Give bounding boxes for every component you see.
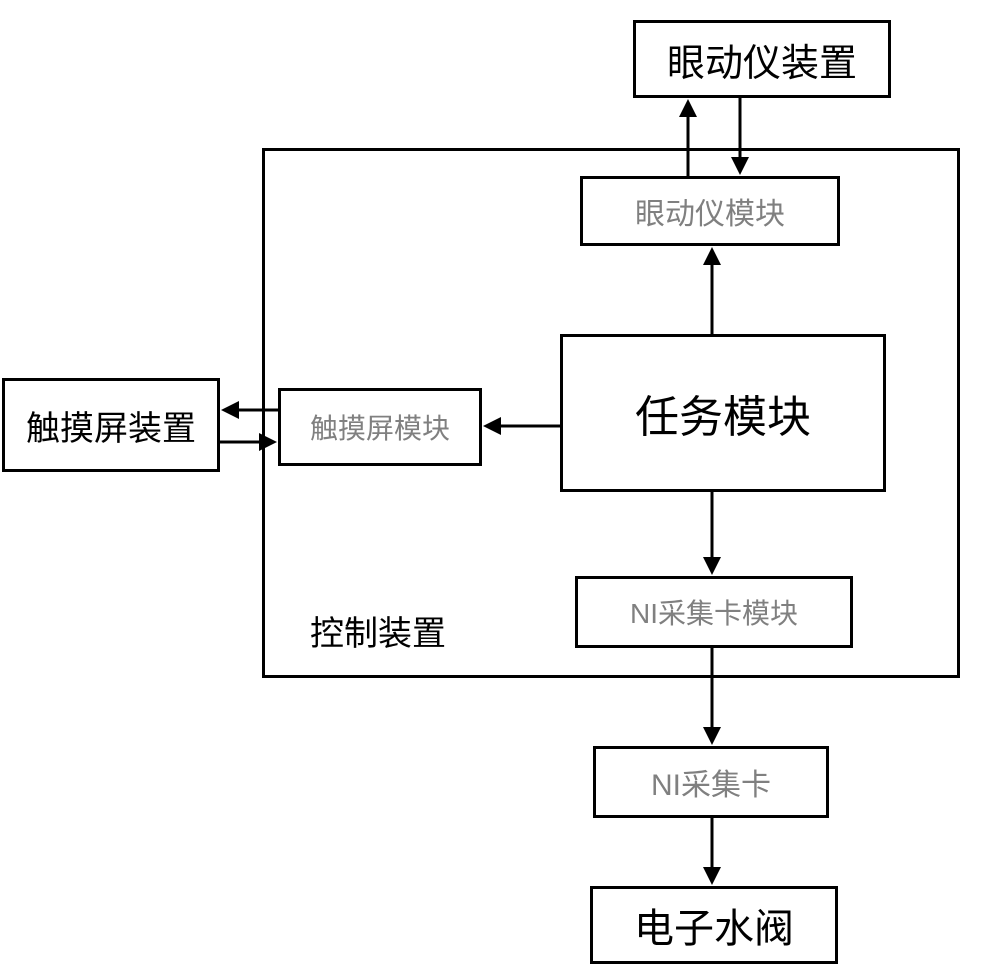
eye-tracker-module-box: 眼动仪模块	[580, 176, 840, 246]
task-module-box: 任务模块	[560, 334, 886, 492]
touch-screen-device-label: 触摸屏装置	[26, 401, 196, 450]
eye-tracker-device-box: 眼动仪装置	[633, 20, 891, 98]
touch-screen-module-label: 触摸屏模块	[310, 407, 450, 447]
ni-card-box: NI采集卡	[593, 746, 829, 818]
ni-card-module-label: NI采集卡模块	[630, 592, 798, 632]
control-container-label: 控制装置	[310, 606, 446, 655]
electronic-valve-box: 电子水阀	[590, 886, 838, 964]
ni-card-label: NI采集卡	[651, 760, 771, 804]
touch-screen-module-box: 触摸屏模块	[278, 388, 482, 466]
eye-tracker-device-label: 眼动仪装置	[667, 32, 857, 87]
ni-card-module-box: NI采集卡模块	[575, 576, 853, 648]
eye-tracker-module-label: 眼动仪模块	[635, 189, 785, 233]
touch-screen-device-box: 触摸屏装置	[2, 378, 220, 472]
task-module-label: 任务模块	[635, 381, 811, 445]
electronic-valve-label: 电子水阀	[634, 896, 794, 954]
